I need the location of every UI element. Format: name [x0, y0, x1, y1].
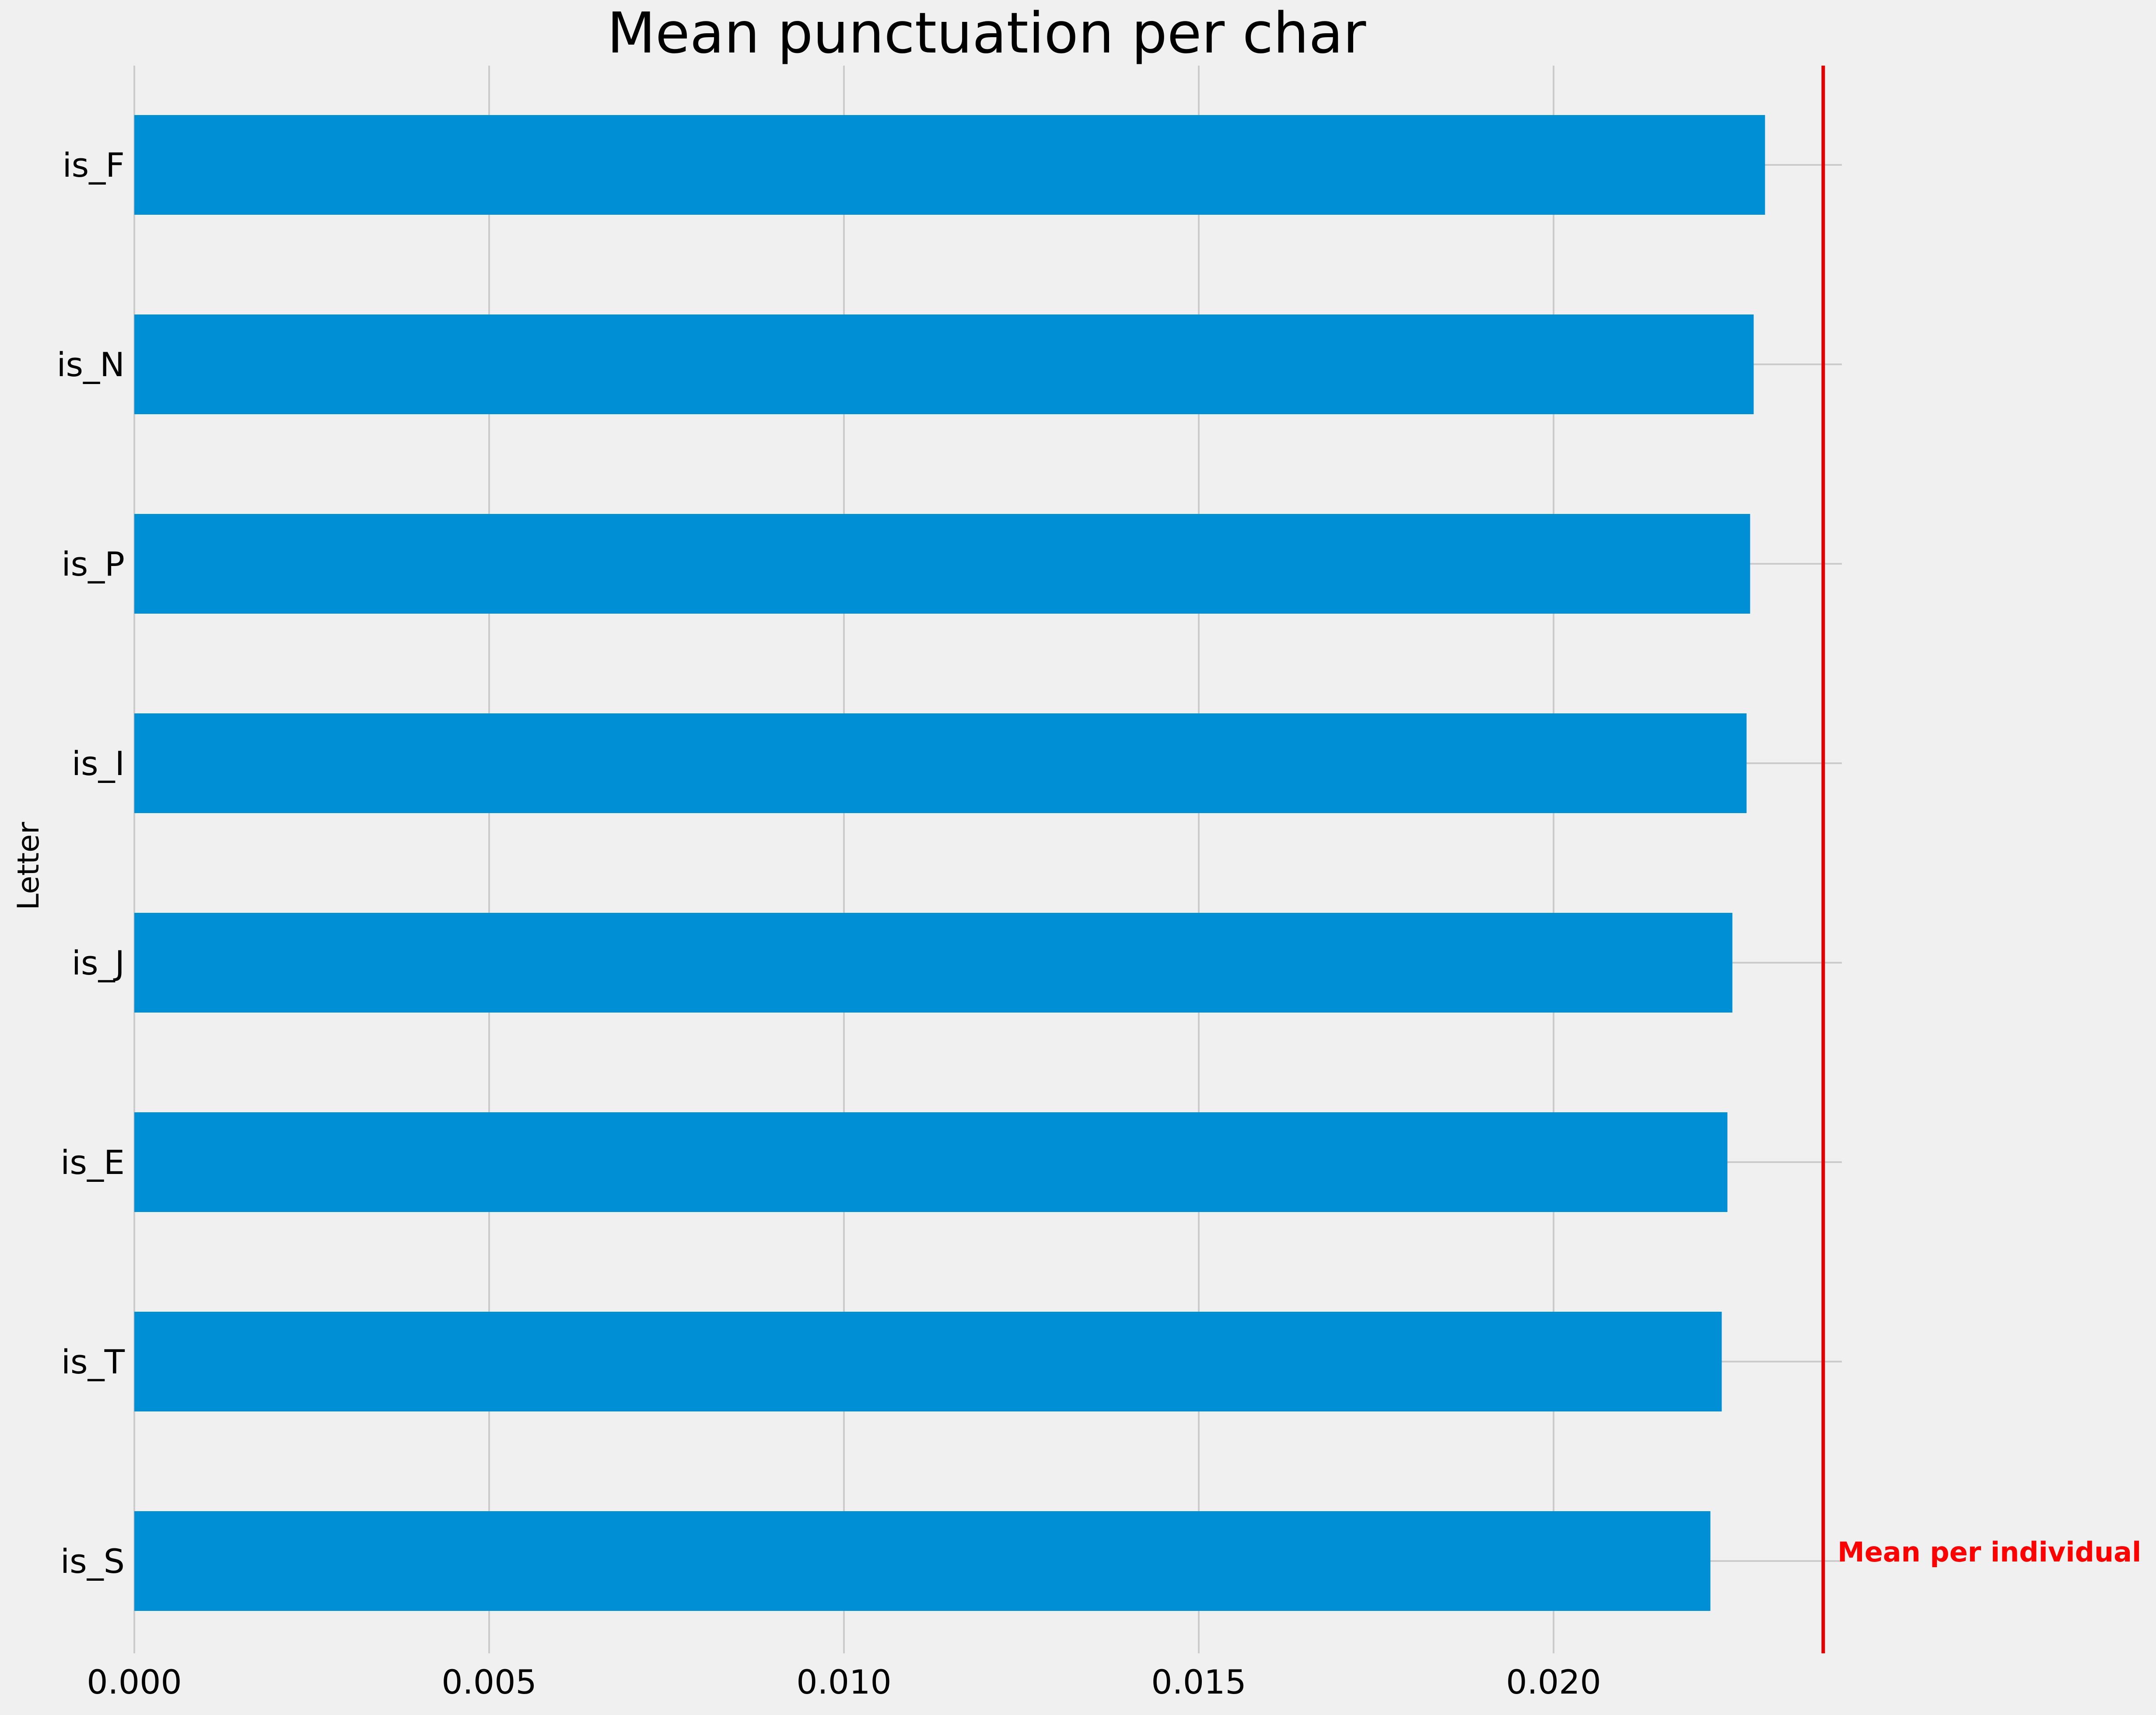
y-tick-label: is_I	[72, 744, 125, 783]
x-tick-labels: 0.000 0.005 0.010 0.015 0.020	[87, 1663, 1601, 1701]
x-tick-label: 0.010	[796, 1663, 892, 1701]
y-tick-labels: is_F is_N is_P is_I is_J is_E is_T is_S	[56, 146, 125, 1581]
bar	[134, 115, 1765, 215]
y-tick-label: is_E	[60, 1143, 125, 1182]
x-tick-label: 0.020	[1506, 1663, 1601, 1701]
bar	[134, 713, 1747, 813]
bar	[134, 1112, 1728, 1212]
bar	[134, 1312, 1722, 1411]
bar	[134, 1511, 1711, 1611]
y-tick-label: is_N	[56, 345, 125, 384]
reference-line-label: Mean per individual	[1838, 1536, 2141, 1568]
y-tick-label: is_T	[61, 1342, 125, 1381]
bars	[134, 115, 1765, 1611]
x-tick-label: 0.005	[441, 1663, 537, 1701]
y-tick-label: is_F	[63, 146, 125, 185]
y-tick-label: is_S	[60, 1542, 125, 1581]
x-tick-label: 0.015	[1151, 1663, 1246, 1701]
chart-title: Mean punctuation per char	[607, 1, 1366, 66]
bar	[134, 314, 1754, 414]
x-tick-label: 0.000	[87, 1663, 182, 1701]
y-axis-label: Letter	[11, 822, 46, 910]
bar	[134, 913, 1732, 1013]
y-tick-label: is_J	[72, 943, 125, 982]
y-tick-label: is_P	[61, 545, 125, 583]
bar	[134, 514, 1750, 614]
